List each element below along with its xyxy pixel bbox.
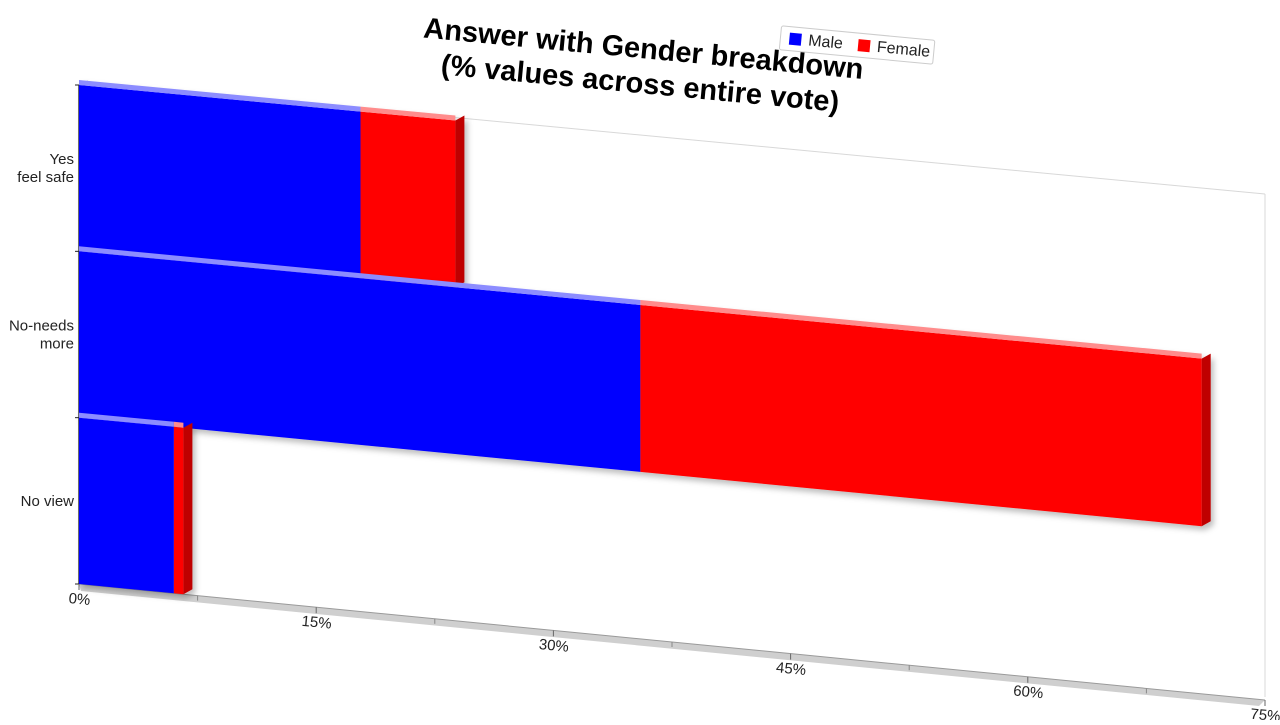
x-tick-label: 15% <box>301 613 332 633</box>
bar-female-1 <box>640 305 1202 527</box>
legend-label-female: Female <box>876 39 931 61</box>
category-label: No view <box>21 493 75 510</box>
bar-male-2 <box>79 417 174 594</box>
category-label: Yes feel safe <box>17 151 74 186</box>
x-tick-label: 60% <box>1012 682 1043 702</box>
bar-top-face <box>360 106 456 121</box>
bar-group <box>79 246 1211 527</box>
bar-top-face <box>640 300 1202 359</box>
bars-layer <box>79 80 1211 595</box>
bar-side-face <box>183 422 193 595</box>
x-tick-label: 45% <box>775 659 806 679</box>
bar-male-1 <box>79 251 641 472</box>
x-tick-label: 75% <box>1250 706 1280 720</box>
legend-box <box>778 25 936 65</box>
legend-swatch-male <box>788 32 802 46</box>
bar-side-face <box>455 115 465 288</box>
category-label: No-needs more <box>9 318 74 353</box>
x-tick-label: 0% <box>68 590 91 609</box>
bar-group <box>79 80 465 288</box>
legend-label-male: Male <box>807 32 843 52</box>
bar-female-2 <box>173 426 184 595</box>
bar-top-face <box>79 246 641 305</box>
x-tick-label: 30% <box>538 636 569 656</box>
bar-group <box>79 412 193 595</box>
bar-top-face <box>79 80 361 112</box>
bar-top-face <box>173 421 184 428</box>
bar-female-0 <box>360 111 456 288</box>
legend-swatch-female <box>857 39 871 53</box>
legend: Male Female <box>778 25 936 65</box>
bar-side-face <box>1201 353 1211 527</box>
bar-male-0 <box>79 85 361 279</box>
bar-top-face <box>79 412 174 427</box>
